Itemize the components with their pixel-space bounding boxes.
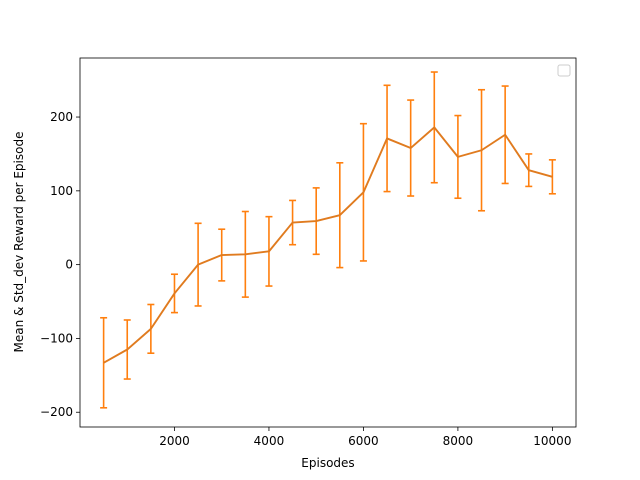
plot-area	[80, 58, 576, 427]
x-tick-label: 2000	[159, 434, 190, 448]
plot-frame	[79, 57, 577, 428]
legend-box	[557, 64, 571, 77]
x-tick-label: 10000	[533, 434, 571, 448]
y-tick-label: 100	[50, 184, 73, 198]
y-tick-label: 200	[50, 110, 73, 124]
series-lines	[103, 126, 553, 364]
y-axis-label: Mean & Std_dev Reward per Episode	[12, 132, 26, 353]
y-tick-label: −200	[40, 405, 73, 419]
x-tick-label: 6000	[348, 434, 379, 448]
x-tick-label: 4000	[254, 434, 285, 448]
y-tick-label: −100	[40, 331, 73, 345]
y-tick-label: 0	[65, 258, 73, 272]
x-axis-label: Episodes	[301, 456, 354, 470]
series-line	[103, 126, 553, 364]
x-tick-label: 8000	[443, 434, 474, 448]
x-ticks: 2000 4000 6000 8000 10000	[159, 427, 571, 448]
y-ticks: −200 −100 0 100 200	[40, 110, 80, 419]
